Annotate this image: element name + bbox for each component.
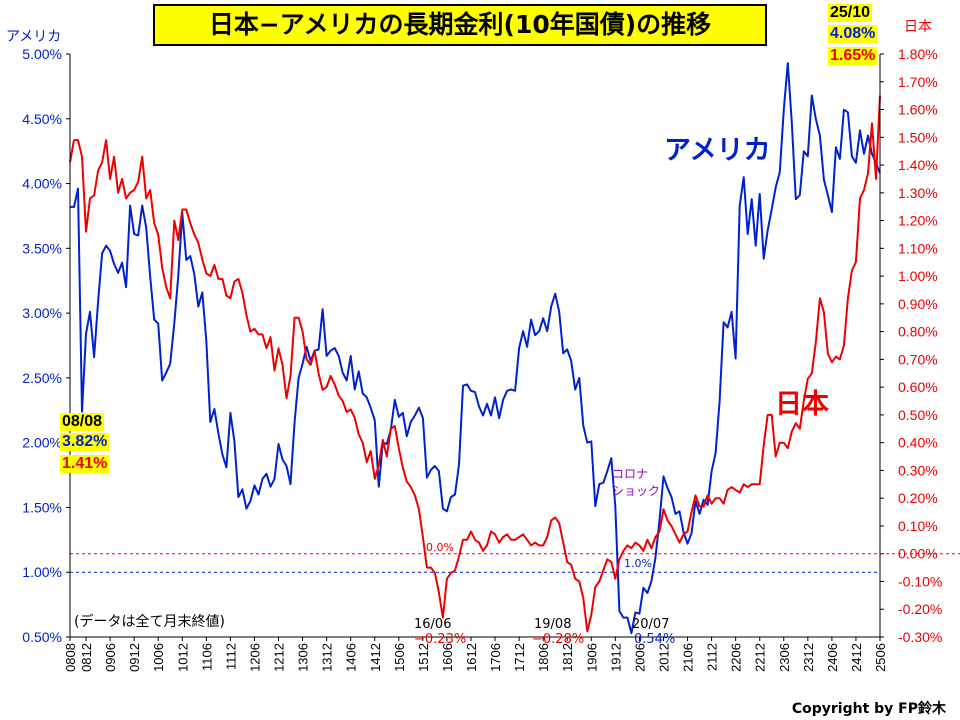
x-tick-label: 2406	[825, 643, 840, 672]
x-tick-label: 2306	[777, 643, 792, 672]
ref-label-jp: 0.0%	[426, 541, 454, 554]
right-tick-label: 1.30%	[898, 185, 938, 201]
x-tick-label: 1406	[344, 643, 359, 672]
right-tick-label: -0.30%	[898, 629, 942, 645]
right-tick-label: 1.80%	[898, 46, 938, 62]
x-tick-label: 1006	[151, 643, 166, 672]
right-tick-label: 1.50%	[898, 129, 938, 145]
jp-series-label: 日本	[775, 389, 829, 420]
x-tick-label: 2312	[801, 643, 816, 672]
start-date-label: 08/08	[60, 413, 105, 431]
right-tick-label: 0.70%	[898, 351, 938, 367]
x-tick-label: 2506	[873, 643, 888, 672]
x-tick-label: 2206	[729, 643, 744, 672]
x-tick-label: 0912	[127, 643, 142, 672]
right-tick-label: 0.10%	[898, 518, 938, 534]
left-axis-ticks: 5.00% 4.50% 4.00% 3.50% 3.00% 2.50% 2.00% 1.50%…	[22, 46, 70, 645]
x-tick-label: 1012	[175, 643, 190, 672]
chart-title: 日本−アメリカの長期金利(10年国債)の推移	[153, 4, 767, 46]
data-note: (データは全て月末終値)	[74, 614, 225, 630]
right-tick-label: 1.40%	[898, 157, 938, 173]
annot-1908-date: 19/08	[534, 617, 572, 632]
copyright: Copyright by FP鈴木	[791, 701, 946, 717]
x-tick-label: 1812	[560, 643, 575, 672]
x-tick-label: 2212	[753, 643, 768, 672]
ref-label-us: 1.0%	[624, 557, 652, 570]
right-tick-label: -0.20%	[898, 601, 942, 617]
left-tick-label: 5.00%	[22, 46, 62, 62]
x-tick-label: 2012	[656, 643, 671, 672]
right-tick-label: 1.00%	[898, 268, 938, 284]
x-tick-label: 1906	[584, 643, 599, 672]
x-tick-label: 1312	[320, 643, 335, 672]
right-tick-label: 0.50%	[898, 407, 938, 423]
x-tick-label: 1412	[368, 643, 383, 672]
right-axis-ticks: 1.80% 1.70% 1.60% 1.50% 1.40% 1.30% 1.20% 1.10%…	[880, 46, 942, 645]
right-tick-label: 0.40%	[898, 435, 938, 451]
right-tick-label: 0.80%	[898, 324, 938, 340]
end-date-label: 25/10	[828, 4, 873, 22]
x-tick-label: 1106	[199, 643, 214, 671]
x-axis-ticks: 0808 0812 0906 0912 1006 1012 1106 1112 1206 1212…	[63, 637, 888, 672]
series-lines	[69, 62, 881, 635]
right-tick-label: 0.90%	[898, 296, 938, 312]
annot-1908-value: −0.28%	[532, 632, 585, 647]
x-tick-label: 2412	[849, 643, 864, 672]
right-tick-label: 0.30%	[898, 462, 938, 478]
left-tick-label: 0.50%	[22, 629, 62, 645]
annot-corona: コロナ ショック	[612, 467, 661, 498]
x-tick-label: 2006	[632, 643, 647, 672]
x-tick-label: 1112	[223, 643, 238, 670]
left-tick-label: 4.50%	[22, 111, 62, 127]
x-tick-label: 1706	[488, 643, 503, 672]
left-tick-label: 1.50%	[22, 499, 62, 515]
x-tick-label: 1912	[608, 643, 623, 672]
left-axis-title: アメリカ	[6, 29, 62, 45]
annot-1606-date: 16/06	[414, 617, 452, 632]
jp-yield-line	[69, 95, 881, 633]
left-tick-label: 1.00%	[22, 564, 62, 580]
x-tick-label: 0808	[63, 643, 78, 672]
x-tick-label: 1306	[296, 643, 311, 672]
left-tick-label: 2.00%	[22, 435, 62, 451]
x-tick-label: 2112	[705, 643, 720, 671]
left-tick-label: 3.00%	[22, 305, 62, 321]
right-axis-title: 日本	[904, 19, 932, 35]
x-tick-label: 1206	[247, 643, 262, 672]
start-jp-value: 1.41%	[60, 455, 110, 473]
x-tick-label: 1606	[440, 643, 455, 672]
right-tick-label: 0.20%	[898, 490, 938, 506]
annot-1606-value: −0.23%	[414, 632, 467, 647]
right-tick-label: 1.20%	[898, 213, 938, 229]
right-tick-label: 1.10%	[898, 240, 938, 256]
axes	[69, 54, 881, 638]
us-yield-line	[70, 62, 881, 635]
x-tick-label: 1806	[536, 643, 551, 672]
annot-2007-value: 0.54%	[634, 632, 676, 647]
x-tick-label: 2106	[681, 643, 696, 672]
right-tick-label: 1.70%	[898, 74, 938, 90]
x-tick-label: 1506	[392, 643, 407, 672]
us-series-label: アメリカ	[664, 135, 771, 166]
x-tick-label: 1212	[272, 643, 287, 672]
right-tick-label: -0.10%	[898, 573, 942, 589]
left-tick-label: 4.00%	[22, 176, 62, 192]
right-tick-label: 0.60%	[898, 379, 938, 395]
start-us-value: 3.82%	[60, 433, 110, 451]
x-tick-label: 1512	[416, 643, 431, 672]
x-tick-label: 0906	[103, 643, 118, 672]
end-jp-value: 1.65%	[828, 47, 878, 65]
x-tick-label: 1712	[512, 643, 527, 672]
annot-2007-date: 20/07	[632, 617, 670, 632]
x-tick-label: 0812	[79, 643, 94, 672]
reference-lines	[70, 553, 960, 573]
end-us-value: 4.08%	[828, 25, 878, 43]
left-tick-label: 3.50%	[22, 240, 62, 256]
right-tick-label: 1.60%	[898, 102, 938, 118]
left-tick-label: 2.50%	[22, 370, 62, 386]
x-tick-label: 1612	[464, 643, 479, 672]
